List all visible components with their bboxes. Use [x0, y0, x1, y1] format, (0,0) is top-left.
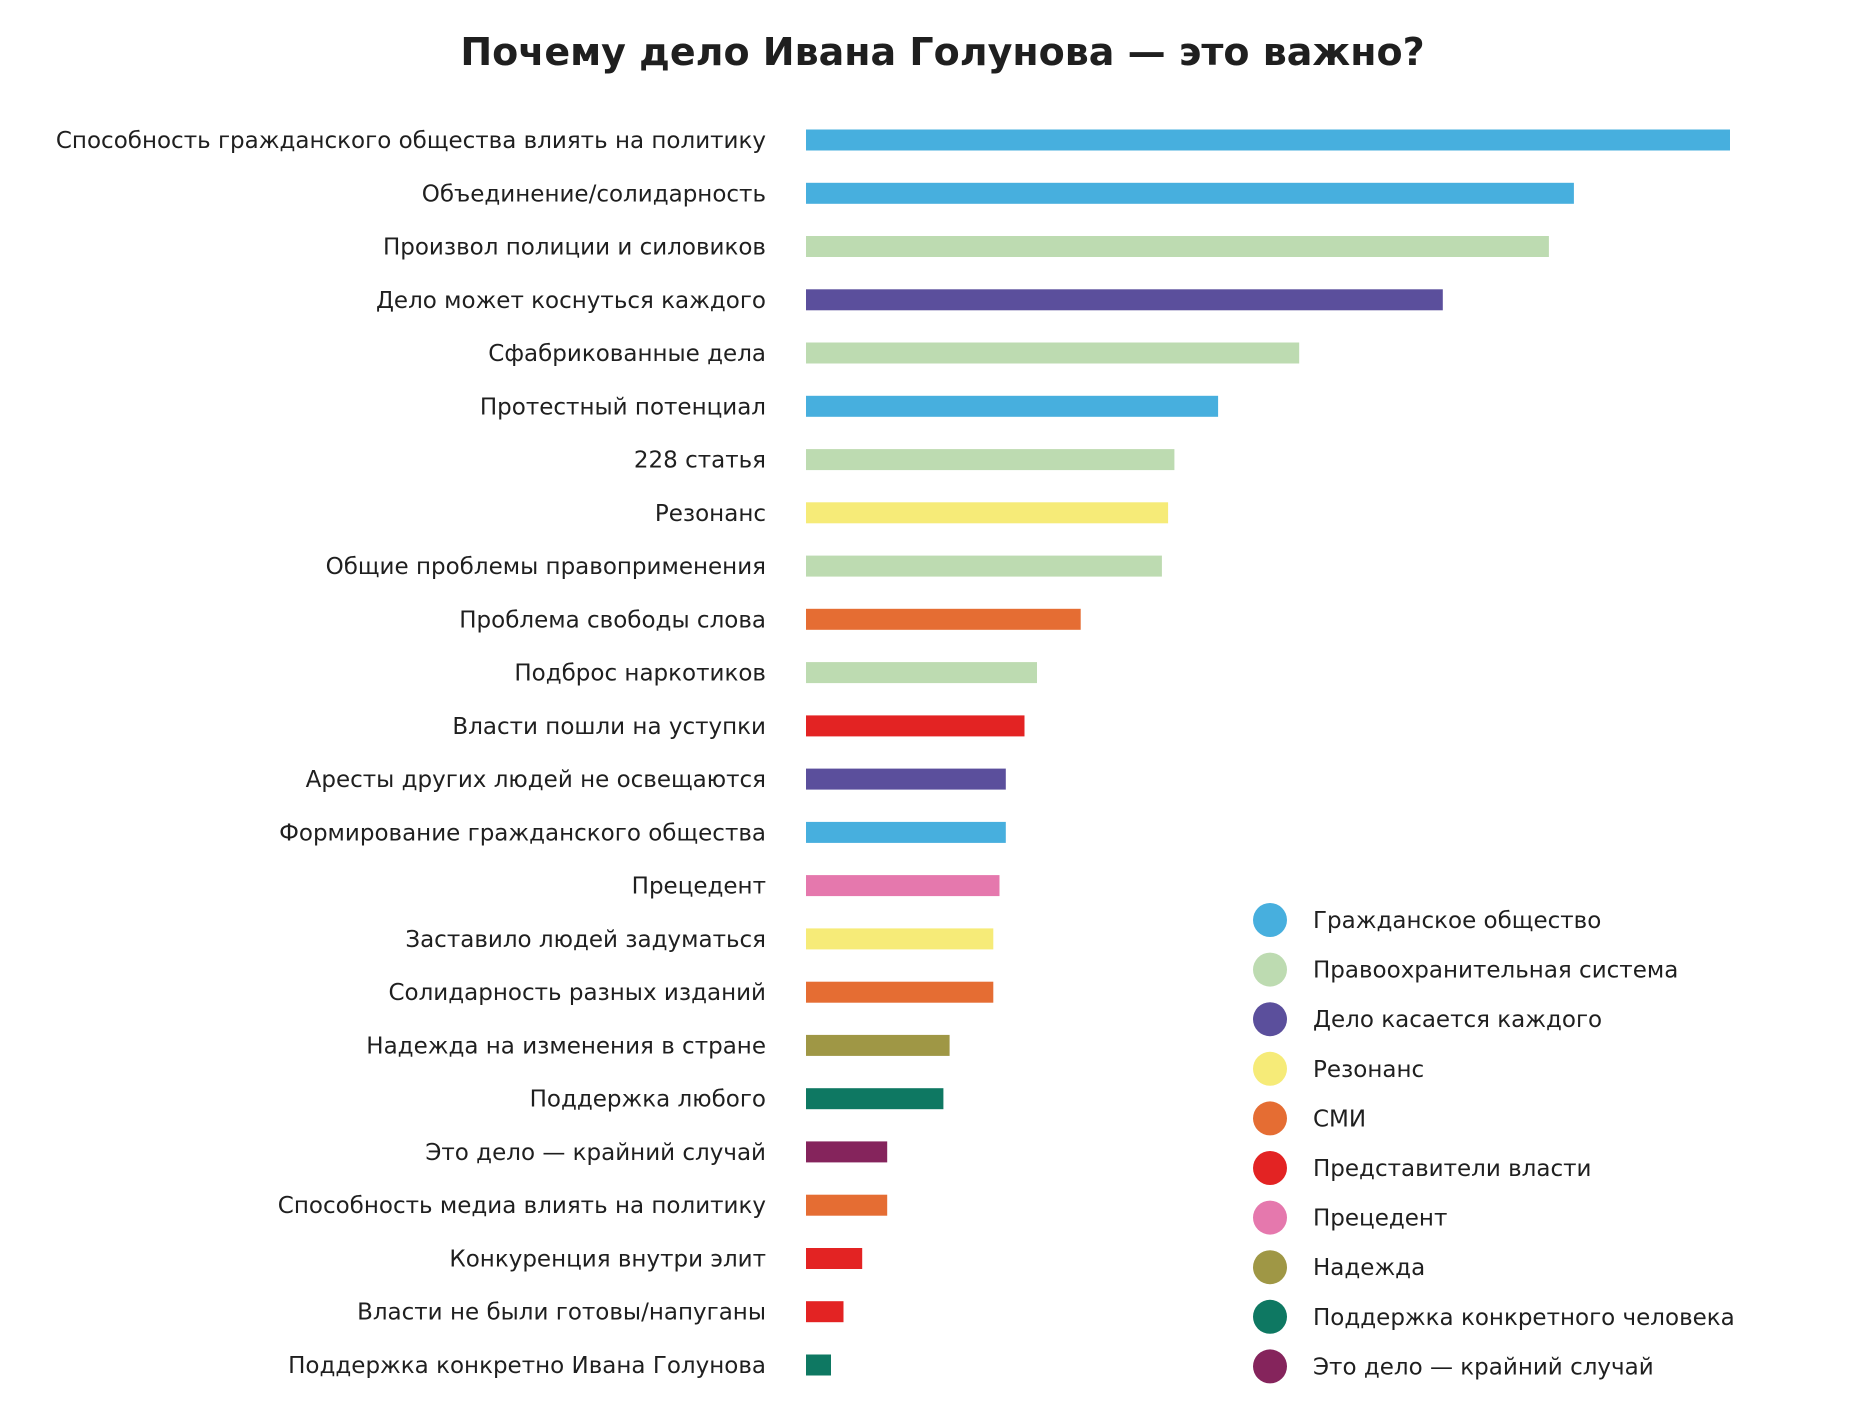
legend-label: СМИ [1313, 1106, 1366, 1132]
category-label: Формирование гражданского общества [279, 820, 766, 846]
category-label: Протестный потенциал [480, 394, 766, 420]
legend-swatch-icon [1253, 1349, 1287, 1384]
category-label: Объединение/солидарность [422, 181, 766, 207]
category-label: Аресты других людей не освещаются [306, 767, 766, 793]
bar [806, 715, 1025, 737]
legend-swatch-icon [1253, 952, 1287, 987]
legend-item: Прецедент [1253, 1200, 1447, 1235]
category-label: Поддержка любого [530, 1087, 766, 1113]
legend-item: Правоохранительная система [1253, 952, 1678, 987]
legend-swatch-icon [1253, 1200, 1287, 1235]
legend-item: Гражданское общество [1253, 903, 1601, 937]
legend-swatch-icon [1253, 1151, 1287, 1185]
bar [806, 1248, 863, 1269]
category-label: 228 статья [634, 448, 766, 474]
bars-group [806, 129, 1730, 1376]
bar [806, 129, 1730, 151]
legend-item: Дело касается каждого [1253, 1002, 1602, 1037]
legend-label: Надежда [1313, 1255, 1425, 1281]
bar [806, 555, 1162, 577]
legend-label: Гражданское общество [1313, 908, 1601, 934]
legend-swatch-icon [1253, 903, 1287, 937]
category-label: Способность гражданского общества влиять… [56, 128, 766, 154]
category-label: Это дело — крайний случай [425, 1140, 766, 1166]
bar [806, 1354, 831, 1376]
legend-item: Поддержка конкретного человека [1253, 1299, 1735, 1334]
category-label: Общие проблемы правоприменения [326, 554, 766, 580]
category-label: Власти не были готовы/напуганы [357, 1300, 766, 1326]
legend-label: Это дело — крайний случай [1313, 1354, 1654, 1380]
bar [806, 981, 994, 1003]
category-label: Произвол полиции и силовиков [383, 235, 766, 261]
bar [806, 875, 1000, 897]
bar [806, 821, 1006, 843]
category-label: Резонанс [655, 501, 766, 527]
bar [806, 928, 994, 950]
bar [806, 502, 1169, 524]
category-label: Поддержка конкретно Ивана Голунова [288, 1353, 766, 1379]
legend-swatch-icon [1253, 1101, 1287, 1136]
legend-item: СМИ [1253, 1101, 1366, 1136]
legend-label: Резонанс [1313, 1057, 1424, 1083]
legend-label: Прецедент [1313, 1206, 1447, 1232]
bar [806, 1194, 888, 1216]
legend-label: Поддержка конкретного человека [1313, 1305, 1735, 1331]
category-label: Сфабрикованные дела [488, 341, 766, 367]
bar [806, 662, 1037, 684]
bar [806, 1034, 950, 1056]
legend-swatch-icon [1253, 1250, 1287, 1285]
category-label: Заставило людей задуматься [405, 927, 766, 953]
category-labels-group: Способность гражданского общества влиять… [56, 128, 766, 1379]
bar [806, 1141, 888, 1163]
category-label: Проблема свободы слова [459, 607, 766, 633]
bar [806, 182, 1574, 204]
category-label: Прецедент [632, 874, 766, 900]
category-label: Способность медиа влиять на политику [278, 1193, 766, 1219]
category-label: Надежда на изменения в стране [366, 1033, 766, 1059]
legend-item: Надежда [1253, 1250, 1425, 1285]
legend-swatch-icon [1253, 1051, 1287, 1086]
legend: Гражданское общество Правоохранительная с… [1253, 903, 1735, 1384]
bar [806, 449, 1175, 471]
legend-item: Это дело — крайний случай [1253, 1349, 1654, 1384]
bar [806, 608, 1081, 630]
bar [806, 1301, 844, 1323]
legend-label: Дело касается каждого [1313, 1007, 1602, 1033]
legend-item: Представители власти [1253, 1151, 1591, 1185]
legend-swatch-icon [1253, 1299, 1287, 1334]
bar [806, 236, 1549, 257]
legend-label: Правоохранительная система [1313, 958, 1678, 984]
chart-title: Почему дело Ивана Голунова — это важно? [460, 30, 1425, 74]
bar [806, 395, 1219, 417]
legend-label: Представители власти [1313, 1156, 1591, 1182]
bar [806, 1088, 944, 1110]
category-label: Подброс наркотиков [514, 661, 766, 687]
category-label: Власти пошли на уступки [452, 714, 766, 740]
category-label: Конкуренция внутри элит [449, 1247, 766, 1273]
category-label: Дело может коснуться каждого [376, 288, 766, 314]
category-label: Солидарность разных изданий [388, 980, 766, 1006]
legend-item: Резонанс [1253, 1051, 1424, 1086]
legend-swatch-icon [1253, 1002, 1287, 1037]
bar [806, 289, 1443, 311]
bar [806, 342, 1300, 364]
bar [806, 768, 1006, 790]
